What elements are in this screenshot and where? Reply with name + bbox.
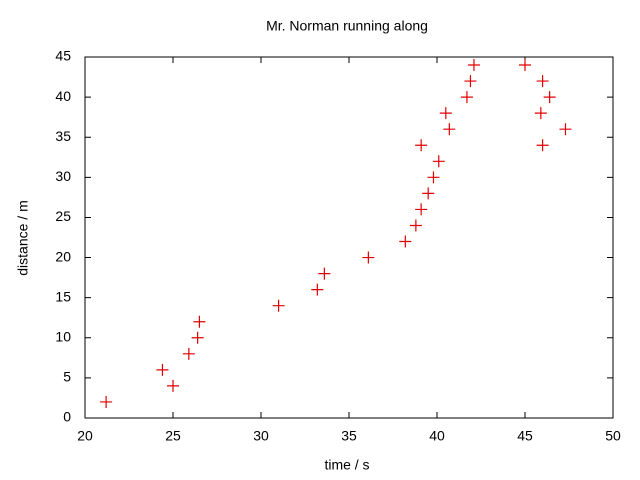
point <box>415 203 428 216</box>
point <box>167 379 179 392</box>
point <box>318 267 331 280</box>
x-tick-label: 45 <box>517 428 533 444</box>
point <box>399 235 412 248</box>
point <box>427 171 440 184</box>
y-tick-label: 15 <box>55 288 71 304</box>
y-tick-label: 25 <box>55 208 71 224</box>
point <box>409 219 422 232</box>
x-tick-label: 35 <box>341 428 357 444</box>
x-tick-label: 40 <box>429 428 445 444</box>
point <box>156 363 169 376</box>
y-tick-label: 0 <box>63 409 71 425</box>
point <box>182 347 195 360</box>
y-tick-label: 5 <box>63 369 71 385</box>
point <box>559 123 572 136</box>
point <box>422 187 435 200</box>
point <box>460 91 473 104</box>
y-axis-label: distance / m <box>15 200 31 275</box>
x-tick-label: 25 <box>165 428 181 444</box>
point <box>464 75 477 88</box>
y-tick-label: 10 <box>55 328 71 344</box>
point <box>100 395 113 408</box>
x-axis-label: time / s <box>324 457 369 473</box>
point <box>543 91 556 104</box>
x-tick-label: 20 <box>77 428 93 444</box>
point <box>439 107 452 120</box>
point <box>432 155 445 168</box>
point <box>311 283 324 296</box>
point <box>536 139 549 152</box>
point <box>443 123 456 136</box>
point <box>536 75 549 88</box>
y-tick-label: 35 <box>55 128 71 144</box>
point <box>362 251 375 264</box>
point <box>272 299 285 312</box>
x-tick-label: 30 <box>253 428 269 444</box>
chart-title: Mr. Norman running along <box>266 18 428 34</box>
point <box>534 107 547 120</box>
y-tick-label: 20 <box>55 248 71 264</box>
y-tick-label: 30 <box>55 168 71 184</box>
point <box>193 315 206 328</box>
y-tick-label: 40 <box>55 88 71 104</box>
point <box>191 331 204 344</box>
point <box>519 59 531 72</box>
point <box>415 139 428 152</box>
x-tick-label: 50 <box>605 428 621 444</box>
point <box>467 59 480 72</box>
y-tick-label: 45 <box>55 48 71 64</box>
